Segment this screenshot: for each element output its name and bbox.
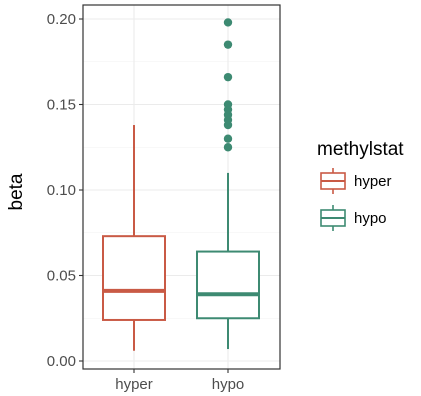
- iqr-box: [102, 235, 166, 321]
- outlier-point: [223, 100, 233, 109]
- legend-title: methylstat: [317, 139, 404, 160]
- box-hypo: [196, 18, 260, 350]
- y-tick-label: 0.00: [47, 353, 76, 370]
- outlier-point: [223, 134, 233, 143]
- box-layer: [102, 18, 260, 351]
- y-tick-label: 0.05: [47, 268, 76, 285]
- legend: methylstat hyper hypo: [317, 139, 404, 231]
- outlier-point: [223, 72, 233, 82]
- legend-key-hypo: [320, 205, 346, 231]
- outlier-point: [223, 40, 233, 49]
- box-hyper: [102, 125, 166, 351]
- legend-key-hyper: [320, 168, 346, 194]
- x-tick-label-hyper: hyper: [115, 376, 153, 393]
- plot-panel-border: [82, 4, 281, 370]
- y-tick-label: 0.20: [47, 11, 76, 28]
- outlier-point: [223, 18, 233, 27]
- outlier-point: [223, 143, 233, 152]
- y-tick-label: 0.10: [47, 182, 76, 199]
- x-tick-label-hypo: hypo: [212, 376, 245, 393]
- legend-label-hypo: hypo: [354, 210, 387, 227]
- y-axis-title: beta: [6, 173, 27, 210]
- iqr-box: [196, 250, 260, 320]
- y-tick-label: 0.15: [47, 97, 76, 114]
- legend-label-hyper: hyper: [354, 173, 392, 190]
- axes: 0.00 0.05 0.10 0.15 0.20 hyper hypo: [47, 11, 244, 393]
